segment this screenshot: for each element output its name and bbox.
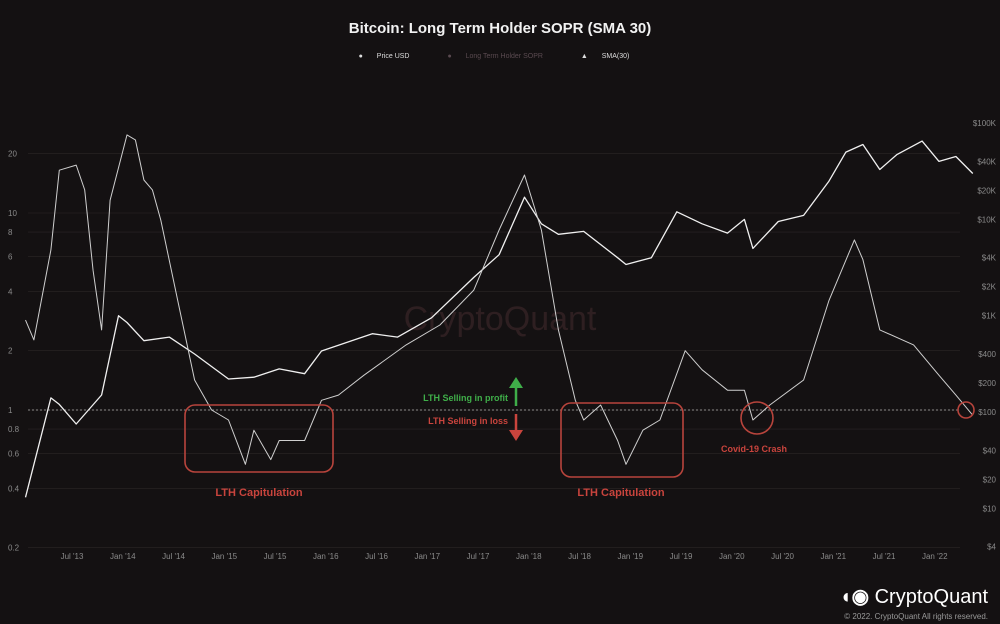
left-tick-label: 0.6 [8,450,20,459]
up-arrow-icon [509,377,523,406]
x-tick-label: Jul '20 [771,552,794,561]
x-tick-label: Jan '14 [110,552,136,561]
right-tick-label: $4K [982,254,997,263]
x-tick-label: Jan '16 [313,552,339,561]
right-tick-label: $40K [977,157,996,166]
x-tick-label: Jan '20 [719,552,745,561]
gridlines [28,153,960,548]
legend-sma[interactable]: ▲ SMA(30) [580,53,630,60]
left-tick-label: 10 [8,209,17,218]
right-axis: $100K $40K $20K $10K $4K $2K $1K $400 $200 $100 $4… [973,119,997,552]
right-tick-label: $4 [987,543,996,552]
left-tick-label: 1 [8,406,13,415]
right-tick-label: $1K [982,312,997,321]
chart-title: Bitcoin: Long Term Holder SOPR (SMA 30) [348,20,652,37]
x-tick-label: Jan '22 [922,552,948,561]
x-tick-label: Jan '17 [414,552,440,561]
covid-label: Covid-19 Crash [721,444,787,454]
right-tick-label: $10 [983,504,997,513]
capitulation-box-2 [560,402,684,478]
legend: ● Price USD ● Long Term Holder SOPR ▲ SM… [0,53,1000,60]
sopr-sma-line [25,134,974,465]
capitulation-label-1: LTH Capitulation [215,487,302,499]
left-tick-label: 0.2 [8,544,20,553]
x-tick-label: Jul '16 [365,552,388,561]
left-tick-label: 0.4 [8,484,20,493]
covid-circle [740,401,774,435]
right-tick-label: $2K [982,283,997,292]
left-tick-label: 0.8 [8,425,20,434]
left-tick-label: 4 [8,287,13,296]
right-tick-label: $10K [977,215,996,224]
x-tick-label: Jul '14 [162,552,185,561]
capitulation-label-2: LTH Capitulation [577,487,664,499]
right-tick-label: $100K [973,119,997,128]
left-tick-label: 6 [8,253,13,262]
left-tick-label: 2 [8,347,13,356]
capitulation-box-1 [184,404,334,473]
right-tick-label: $400 [978,350,996,359]
x-tick-label: Jul '18 [568,552,591,561]
legend-price[interactable]: ● Price USD [358,53,410,60]
right-tick-label: $200 [978,379,996,388]
right-tick-label: $100 [978,408,996,417]
right-tick-label: $20 [983,475,997,484]
current-circle [957,401,975,419]
x-tick-label: Jul '15 [264,552,287,561]
profit-label: LTH Selling in profit [423,393,508,403]
x-tick-label: Jan '15 [211,552,237,561]
watermark: CryptoQuant [404,300,597,338]
left-tick-label: 8 [8,228,13,237]
x-tick-label: Jul '13 [61,552,84,561]
x-tick-label: Jul '21 [873,552,896,561]
x-axis: Jul '13 Jan '14 Jul '14 Jan '15 Jul '15 Jan '… [61,552,949,561]
x-tick-label: Jul '19 [670,552,693,561]
legend-sopr[interactable]: ● Long Term Holder SOPR [447,53,543,60]
left-tick-label: 20 [8,150,17,159]
x-tick-label: Jan '18 [516,552,542,561]
left-axis: 20 10 8 6 4 2 1 0.8 0.6 0.4 0.2 [8,150,20,553]
right-tick-label: $20K [977,186,996,195]
price-line [24,140,974,498]
copyright: © 2022. CryptoQuant All rights reserved. [844,612,988,621]
cryptoquant-logo: ◖◉ CryptoQuant [839,586,988,608]
x-tick-label: Jan '21 [820,552,846,561]
right-tick-label: $40 [983,446,997,455]
x-tick-label: Jul '17 [467,552,490,561]
x-tick-label: Jan '19 [617,552,643,561]
loss-label: LTH Selling in loss [428,416,508,426]
down-arrow-icon [509,414,523,441]
